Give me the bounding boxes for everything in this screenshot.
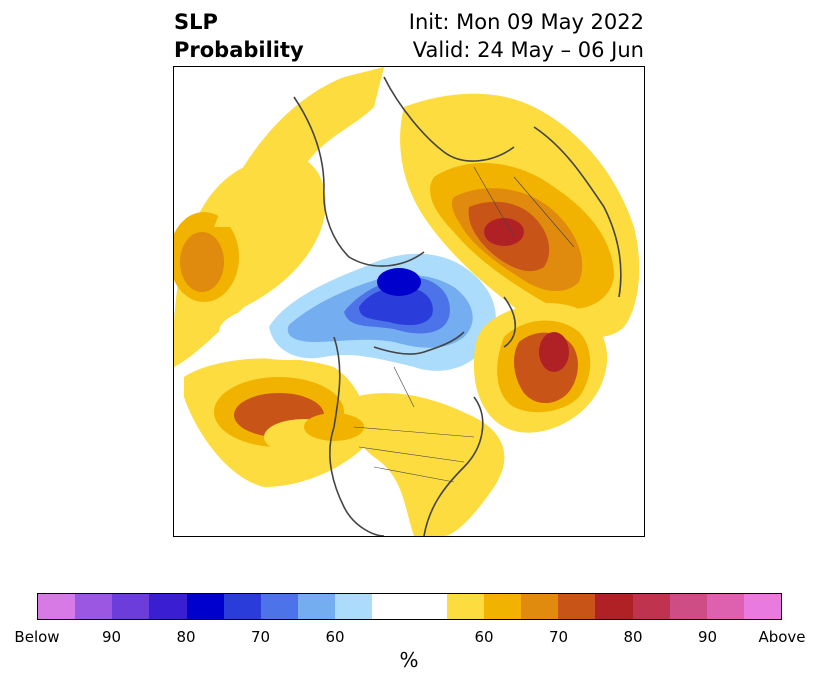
- colorbar-swatch: [743, 594, 782, 619]
- northern-pacific-above-arc: [214, 67, 384, 227]
- colorbar-tick-label: 60: [474, 628, 494, 646]
- colorbar-swatch: [595, 594, 633, 619]
- borders: [353, 166, 575, 483]
- colorbar-swatch: [298, 594, 336, 619]
- siberia-above-core: [484, 218, 524, 246]
- colorbar-swatch: [372, 594, 410, 619]
- north-atlantic-above-core: [539, 332, 569, 372]
- colorbar-swatch: [223, 594, 261, 619]
- init-date: Init: Mon 09 May 2022: [408, 10, 644, 34]
- colorbar-unit: %: [399, 648, 419, 672]
- colorbar-swatch: [446, 594, 484, 619]
- colorbar-tick-label: 80: [623, 628, 643, 646]
- colorbar-tick-label: 90: [101, 628, 122, 646]
- title-line-1: SLP: [174, 10, 218, 34]
- arctic-below-core: [377, 268, 421, 296]
- polar-map-svg: [174, 67, 644, 536]
- colorbar-swatch: [558, 594, 596, 619]
- colorbar-swatch: [483, 594, 522, 619]
- colorbar-tick-label: Below: [14, 628, 60, 646]
- colorbar-swatch: [260, 594, 299, 619]
- colorbar-tick-label: 60: [325, 628, 345, 646]
- western-above-max: [180, 232, 224, 292]
- colorbar-swatch: [38, 594, 76, 619]
- colorbar-swatch: [706, 594, 744, 619]
- colorbar-swatch: [335, 594, 373, 619]
- colorbar-swatch: [112, 594, 150, 619]
- arctic-below-anomaly: [359, 286, 433, 326]
- probability-map: [173, 66, 645, 537]
- colorbar-swatch: [149, 594, 187, 619]
- western-pacific-above-anomaly: [174, 155, 326, 367]
- colorbar-swatch: [521, 594, 559, 619]
- colorbar-tick-label: Above: [758, 628, 806, 646]
- date-block: Init: Mon 09 May 2022 Valid: 24 May – 06…: [409, 8, 644, 64]
- colorbar-swatch: [409, 594, 447, 619]
- colorbar-swatch: [669, 594, 707, 619]
- coastlines: [293, 76, 622, 536]
- title-block: SLP Probability: [174, 8, 304, 64]
- colorbar-tick-label: 90: [697, 628, 718, 646]
- colorbar-tick-label: 80: [176, 628, 196, 646]
- north-america-above: [350, 393, 505, 536]
- colorbar-tick-label: 70: [250, 628, 271, 646]
- probability-colorbar: [37, 593, 782, 620]
- colorbar-swatch: [186, 594, 224, 619]
- colorbar-tick-label: 70: [548, 628, 569, 646]
- title-line-2: Probability: [174, 38, 304, 62]
- colorbar-swatch: [632, 594, 670, 619]
- valid-date-range: Valid: 24 May – 06 Jun: [412, 38, 644, 62]
- colorbar-swatch: [75, 594, 113, 619]
